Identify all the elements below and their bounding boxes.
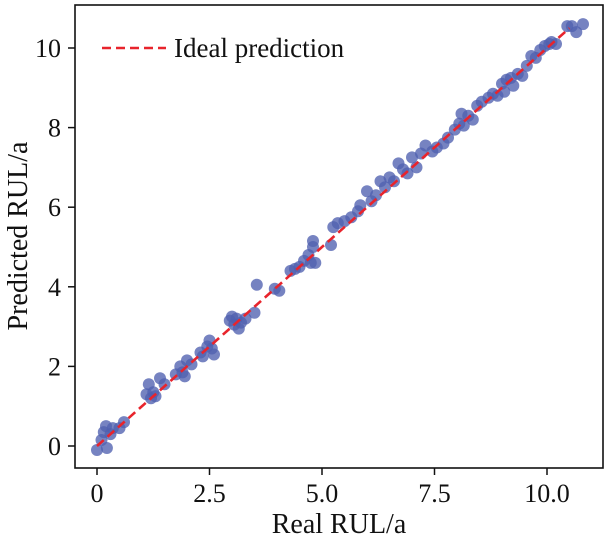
data-point — [325, 239, 337, 251]
data-point — [401, 167, 414, 180]
ideal-line-layer — [96, 27, 571, 447]
ticks-layer: 0 2.5 5.0 7.5 10.0 0 2 4 6 8 10 — [35, 34, 570, 508]
data-point — [406, 151, 418, 164]
x-tick-label: 0 — [91, 479, 104, 508]
y-axis-label: Predicted RUL/a — [3, 141, 34, 331]
data-point — [208, 348, 220, 361]
y-tick-label: 0 — [48, 432, 61, 461]
data-point — [248, 306, 261, 319]
plot-frame — [74, 4, 604, 469]
data-point — [91, 444, 103, 456]
ideal-prediction-line — [96, 27, 571, 447]
data-point — [466, 113, 479, 126]
legend: Ideal prediction — [102, 33, 345, 63]
data-point — [149, 390, 162, 403]
x-tick-label: 5.0 — [306, 479, 339, 508]
x-axis-label: Real RUL/a — [272, 509, 407, 540]
y-tick-label: 8 — [48, 114, 61, 143]
data-point — [361, 185, 373, 198]
data-point — [100, 442, 113, 454]
legend-label-ideal: Ideal prediction — [174, 33, 345, 63]
y-tick-label: 6 — [48, 193, 61, 222]
data-point — [196, 350, 209, 363]
x-tick-label: 2.5 — [193, 479, 226, 508]
y-tick-label: 4 — [48, 273, 61, 302]
data-point — [309, 256, 322, 269]
data-point — [250, 278, 263, 291]
data-point — [307, 235, 319, 247]
y-tick-label: 2 — [48, 352, 61, 381]
data-point — [273, 284, 286, 297]
y-tick-label: 10 — [35, 34, 61, 63]
data-point — [354, 199, 367, 212]
data-point — [178, 370, 191, 383]
data-point — [239, 312, 252, 325]
x-tick-label: 10.0 — [524, 479, 570, 508]
data-point — [577, 18, 589, 31]
points-layer — [91, 18, 589, 456]
data-point — [570, 26, 583, 39]
x-tick-label: 7.5 — [418, 479, 451, 508]
data-point — [457, 119, 470, 132]
data-point — [507, 79, 520, 92]
data-point — [370, 189, 382, 202]
data-point — [379, 181, 391, 194]
data-point — [442, 131, 454, 144]
